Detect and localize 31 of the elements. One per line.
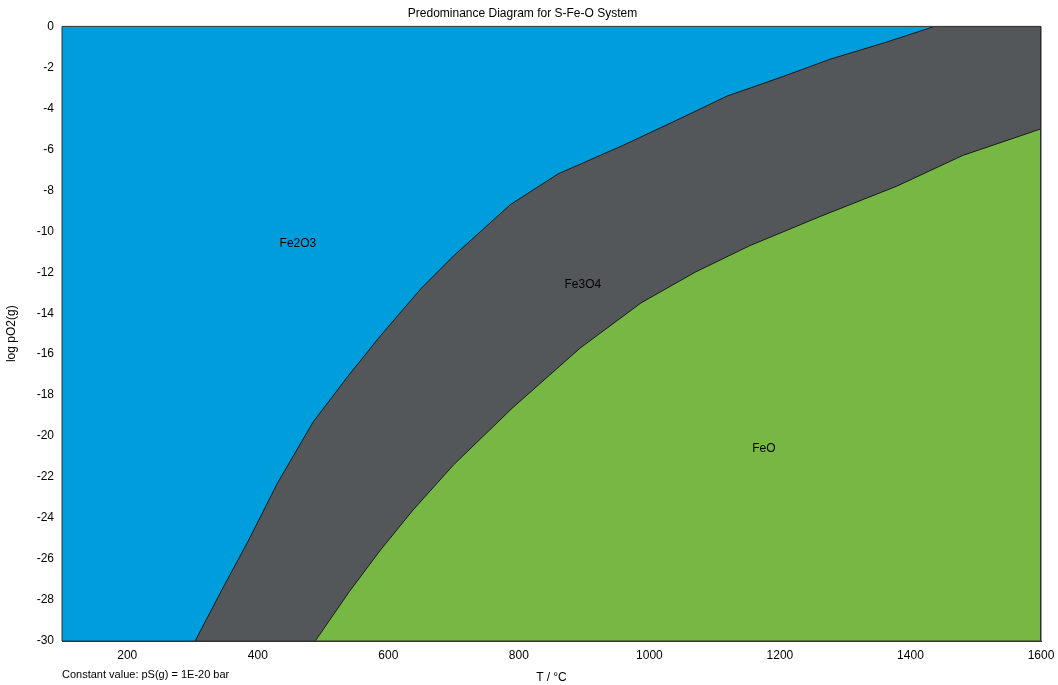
annotation: Fe2O3 [279, 235, 317, 250]
x-tick-label: 1200 [766, 647, 794, 662]
x-tick-label: 1600 [1027, 647, 1055, 662]
y-tick-label: -22 [36, 469, 55, 484]
y-tick-label: -20 [36, 428, 55, 443]
y-tick-label: -10 [36, 223, 55, 238]
y-tick-label: -12 [36, 264, 55, 279]
x-tick-label: 200 [117, 647, 138, 662]
y-tick-label: 0 [47, 18, 55, 33]
x-tick-label: 800 [508, 647, 530, 662]
x-tick-label: 600 [378, 647, 399, 662]
x-tick-label: 1000 [636, 647, 664, 662]
y-tick-label: -24 [36, 510, 55, 525]
y-tick-label: -4 [43, 100, 55, 115]
chart-title: Predominance Diagram for S-Fe-O System [407, 5, 638, 20]
annotation: Fe3O4 [564, 276, 602, 291]
y-tick-label: -16 [36, 346, 55, 361]
annotation: FeO [752, 440, 776, 455]
x-tick-label: 400 [247, 647, 269, 662]
y-tick-label: -8 [43, 182, 55, 197]
x-axis-title: T / °C [536, 670, 568, 685]
y-tick-label: -6 [43, 141, 55, 156]
y-tick-label: -18 [36, 387, 55, 402]
y-tick-label: -28 [36, 592, 55, 607]
y-tick-label: -26 [36, 551, 55, 566]
y-tick-label: -2 [43, 59, 55, 74]
text: Constant value: pS(g) = 1E-20 bar [62, 668, 230, 681]
y-tick-label: -30 [36, 633, 55, 648]
x-tick-label: 1400 [897, 647, 925, 662]
y-axis-title: log pO2(g) [3, 305, 18, 363]
y-tick-label: -14 [36, 305, 55, 320]
